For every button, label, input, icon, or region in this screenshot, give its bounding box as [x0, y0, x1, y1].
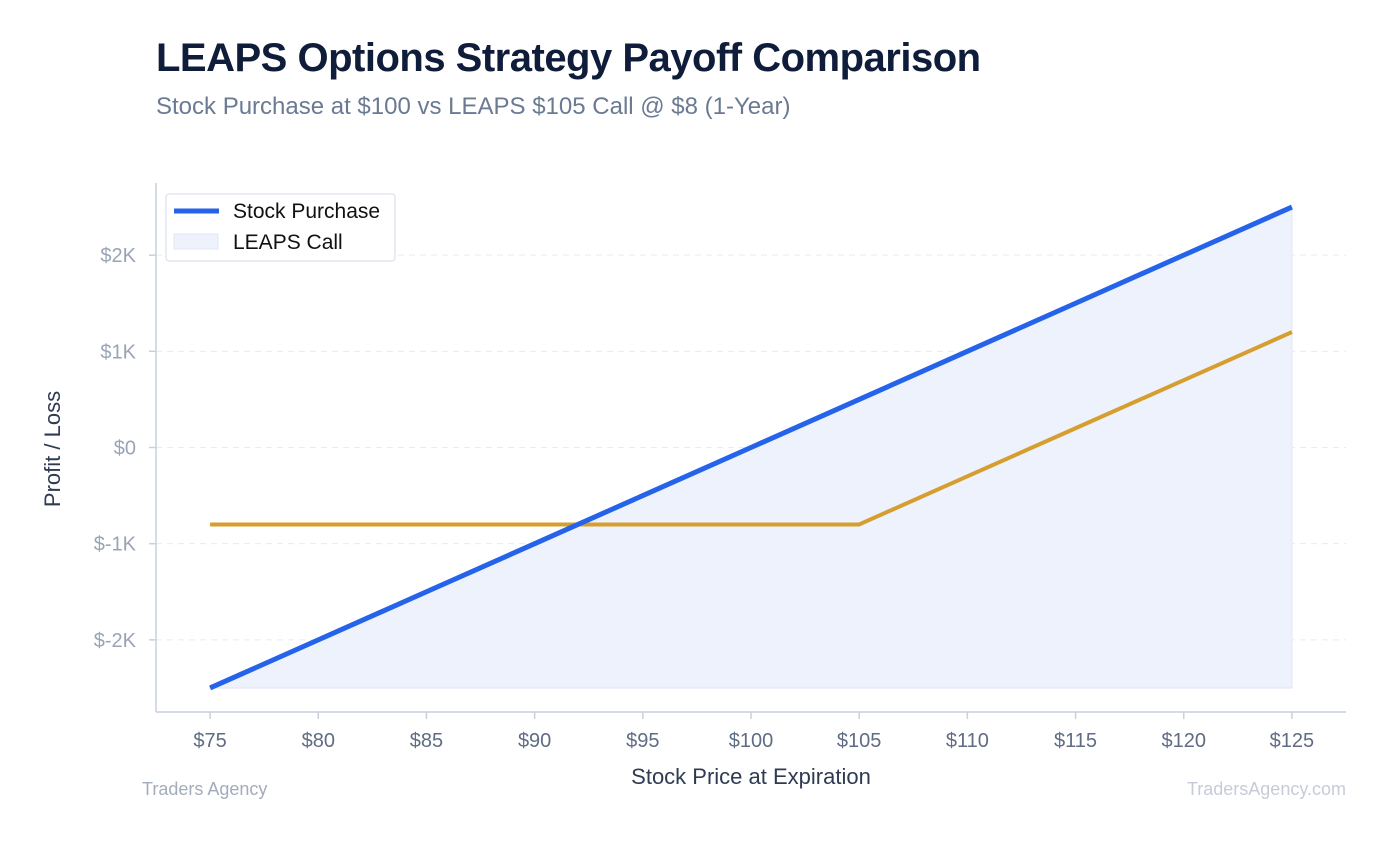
x-tick-label: $120: [1161, 730, 1206, 752]
x-tick-label: $110: [946, 730, 989, 752]
series-line-stock-purchase: [209, 204, 1293, 691]
series-line-leaps-call: [210, 330, 1293, 527]
tick-marks: [149, 254, 1293, 719]
x-tick-label: $100: [729, 730, 774, 752]
y-tick-label: $2K: [100, 245, 136, 267]
x-tick-label: $80: [302, 730, 335, 752]
y-axis-title: Profit / Loss: [40, 391, 65, 507]
footer-brand: Traders Agency: [142, 779, 268, 799]
y-tick-label: $1K: [100, 341, 136, 363]
x-tick-label: $105: [837, 730, 882, 752]
tick-labels: $2K $1K $0 $-1K $-2K $75 $80 $85 $90 $95 $100 $105 $…: [94, 245, 1314, 752]
chart-title: LEAPS Options Strategy Payoff Comparison: [156, 36, 981, 80]
x-tick-label: $125: [1270, 730, 1315, 752]
legend-label-stock-purchase: Stock Purchase: [233, 200, 380, 223]
chart-subtitle: Stock Purchase at $100 vs LEAPS $105 Cal…: [156, 93, 791, 120]
x-tick-label: $95: [626, 730, 659, 752]
footer-website-link[interactable]: TradersAgency.com: [1186, 779, 1346, 799]
x-axis-title: Stock Price at Expiration: [631, 764, 871, 789]
y-tick-label: $0: [114, 438, 136, 460]
legend-box: [165, 193, 396, 262]
x-tick-label: $90: [518, 730, 551, 752]
x-tick-label: $85: [410, 730, 443, 752]
legend-swatch-leaps-call: [173, 233, 219, 250]
x-tick-label: $75: [193, 730, 226, 752]
x-tick-label: $115: [1054, 730, 1097, 752]
legend-label-leaps-call: LEAPS Call: [233, 231, 343, 254]
legend: Stock Purchase LEAPS Call: [165, 193, 396, 262]
series-lines: [209, 204, 1293, 691]
y-tick-label: $-1K: [94, 534, 137, 556]
y-tick-label: $-2K: [94, 630, 137, 652]
